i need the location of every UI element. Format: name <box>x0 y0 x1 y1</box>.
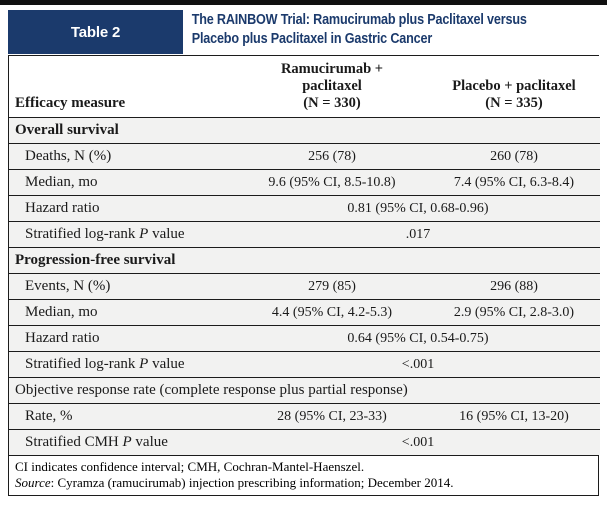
value-cell-placebo: 260 (78) <box>428 143 600 170</box>
value-cell-ramucirumab: 28 (95% CI, 23-33) <box>236 403 428 430</box>
table-frame: Efficacy measure Ramucirumab + paclitaxel… <box>8 55 600 496</box>
section-row: Progression-free survival <box>9 247 600 274</box>
span-value-cell: 0.64 (95% CI, 0.54-0.75) <box>236 325 600 352</box>
row-label-cell: Stratified log-rank P value <box>9 221 236 248</box>
value-cell-ramucirumab: 9.6 (95% CI, 8.5-10.8) <box>236 169 428 196</box>
footnote-line: Source: Cyramza (ramucirumab) injection … <box>15 475 454 490</box>
section-header-cell: Overall survival <box>9 117 600 144</box>
value-cell-placebo: 296 (88) <box>428 273 600 300</box>
span-value-cell: <.001 <box>236 351 600 378</box>
value-cell-ramucirumab: 4.4 (95% CI, 4.2-5.3) <box>236 299 428 326</box>
table-row: Median, mo 9.6 (95% CI, 8.5-10.8) 7.4 (95%… <box>9 169 600 196</box>
title-block: Table 2 The RAINBOW Trial: Ramucirumab p… <box>8 10 599 54</box>
value-cell-ramucirumab: 279 (85) <box>236 273 428 300</box>
table-body: Overall survival Deaths, N (%) 256 (78) 260… <box>9 117 600 455</box>
row-label-cell: Hazard ratio <box>9 195 236 222</box>
row-label-cell: Median, mo <box>9 299 236 326</box>
table-title: The RAINBOW Trial: Ramucirumab plus Pacl… <box>191 12 527 47</box>
efficacy-table: Efficacy measure Ramucirumab + paclitaxel… <box>9 56 600 455</box>
value-cell-ramucirumab: 256 (78) <box>236 143 428 170</box>
section-header-cell: Progression-free survival <box>9 247 600 274</box>
table-row: Events, N (%) 279 (85) 296 (88) <box>9 273 600 300</box>
table-number-label: Table 2 <box>70 23 121 41</box>
table-row: Median, mo 4.4 (95% CI, 4.2-5.3) 2.9 (95% … <box>9 299 600 326</box>
section-row: Overall survival <box>9 117 600 144</box>
table-row: Hazard ratio 0.81 (95% CI, 0.68-0.96) <box>9 195 600 222</box>
footnote-line: CI indicates confidence interval; CMH, C… <box>15 459 365 474</box>
row-label-cell: Events, N (%) <box>9 273 236 300</box>
top-rule <box>0 0 607 5</box>
table-row: Stratified log-rank P value <.001 <box>9 351 600 378</box>
table-row: Stratified CMH P value <.001 <box>9 429 600 455</box>
col-header-placebo: Placebo + paclitaxel (N = 335) <box>428 56 600 118</box>
col-header-ramucirumab: Ramucirumab + paclitaxel (N = 330) <box>236 56 428 118</box>
span-value-cell: 0.81 (95% CI, 0.68-0.96) <box>236 195 600 222</box>
column-header-row: Efficacy measure Ramucirumab + paclitaxel… <box>9 56 600 118</box>
table-row: Deaths, N (%) 256 (78) 260 (78) <box>9 143 600 170</box>
row-label-cell: Median, mo <box>9 169 236 196</box>
footnotes: CI indicates confidence interval; CMH, C… <box>9 455 598 495</box>
table-row: Stratified log-rank P value .017 <box>9 221 600 248</box>
section-row: Objective response rate (complete respon… <box>9 377 600 404</box>
row-label-cell: Stratified CMH P value <box>9 429 236 455</box>
span-value-cell: .017 <box>236 221 600 248</box>
row-label-cell: Hazard ratio <box>9 325 236 352</box>
value-cell-placebo: 7.4 (95% CI, 6.3-8.4) <box>428 169 600 196</box>
row-label-cell: Rate, % <box>9 403 236 430</box>
col-header-efficacy-measure: Efficacy measure <box>9 56 236 118</box>
row-label-cell: Deaths, N (%) <box>9 143 236 170</box>
table-number-badge: Table 2 <box>8 10 183 54</box>
table-row: Hazard ratio 0.64 (95% CI, 0.54-0.75) <box>9 325 600 352</box>
value-cell-placebo: 16 (95% CI, 13-20) <box>428 403 600 430</box>
span-value-cell: <.001 <box>236 429 600 455</box>
table-row: Rate, % 28 (95% CI, 23-33) 16 (95% CI, 13-… <box>9 403 600 430</box>
value-cell-placebo: 2.9 (95% CI, 2.8-3.0) <box>428 299 600 326</box>
row-label-cell: Stratified log-rank P value <box>9 351 236 378</box>
section-header-cell: Objective response rate (complete respon… <box>9 377 600 404</box>
